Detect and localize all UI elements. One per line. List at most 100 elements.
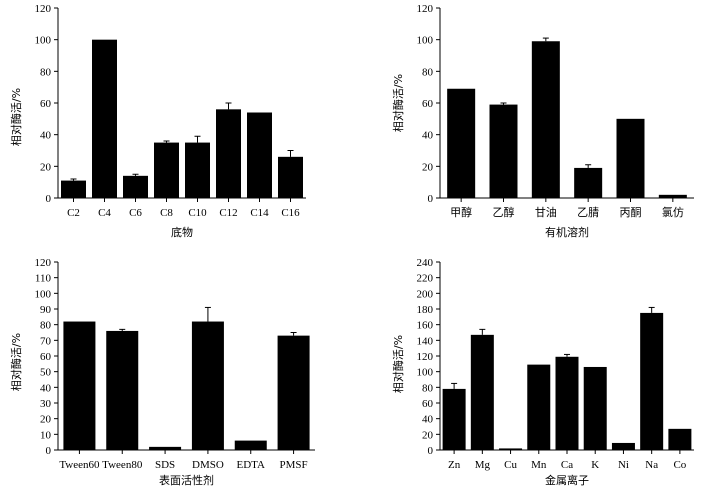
x-tick-label: C14 [250,207,269,219]
x-axis-label: 有机溶剂 [545,225,589,239]
bar [555,356,579,450]
chart-panel-substrate: 相对酶活/% 底物 0 20 40 60 80 100 120 C2 C4 C6 C8 C10 C12 C… [9,3,306,239]
bar [499,448,523,450]
y-tick-label: 60 [422,398,434,410]
y-tick-label: 80 [40,320,52,332]
x-tick-label: PMSF [280,459,308,471]
y-axis-label: 相对酶活/% [9,88,23,146]
chart-panel-surfactant: 相对酶活/% 表面活性剂 0 10 20 30 40 50 60 70 80 90 100 110 12… [9,257,315,487]
y-tick-label: 80 [40,66,52,78]
x-axis-label: 底物 [171,225,193,239]
y-axis-label: 相对酶活/% [9,333,23,391]
y-tick-label: 20 [422,161,434,173]
x-tick-label: K [591,459,599,471]
y-tick-label: 0 [428,445,434,457]
y-tick-label: 60 [40,351,52,363]
y-tick-label: 120 [35,257,52,269]
bar [611,442,635,450]
x-tick-label: C4 [98,207,111,219]
x-tick-label: C12 [219,207,237,219]
bar [92,39,117,198]
y-tick-label: 80 [422,66,434,78]
bar [658,194,687,198]
y-tick-label: 100 [35,288,52,300]
bar [616,118,645,198]
bar [489,104,518,198]
bar [531,41,560,198]
y-axis-label: 相对酶活/% [391,74,405,132]
bar [191,321,224,450]
y-axis-label: 相对酶活/% [391,335,405,393]
y-tick-label: 140 [417,335,434,347]
x-tick-label: Ni [618,459,629,471]
y-tick-label: 40 [40,382,52,394]
bar [106,330,139,450]
y-tick-label: 120 [417,3,434,15]
x-tick-label: 氯仿 [662,205,684,219]
bar [470,334,494,450]
x-tick-label: SDS [155,459,175,471]
y-tick-label: 20 [40,161,52,173]
bar [185,142,210,198]
bar [447,88,476,198]
x-tick-label: 乙醇 [493,205,515,219]
bar [216,109,241,198]
y-tick-label: 110 [35,273,52,285]
x-tick-label: Mn [531,459,547,471]
bar [154,142,179,198]
x-tick-label: Ca [561,459,573,471]
bar [278,156,303,198]
y-tick-label: 220 [417,273,434,285]
y-tick-label: 120 [417,351,434,363]
y-tick-label: 40 [422,130,434,142]
y-tick-label: 100 [417,367,434,379]
x-tick-label: DMSO [192,459,224,471]
bar [234,440,267,450]
x-tick-label: C6 [129,207,142,219]
y-tick-label: 50 [40,367,52,379]
x-tick-label: C8 [160,207,173,219]
x-tick-label: Tween80 [102,459,143,471]
x-axis-label: 金属离子 [545,473,589,487]
x-tick-label: Na [645,459,658,471]
y-tick-label: 100 [35,35,52,47]
y-tick-label: 70 [40,335,52,347]
x-tick-label: 乙腈 [577,206,599,219]
x-tick-label: Cu [504,459,517,471]
bar [149,446,182,450]
x-tick-label: EDTA [237,459,266,471]
y-tick-label: 80 [422,382,434,394]
y-tick-label: 10 [40,429,52,441]
x-tick-label: Co [673,459,686,471]
y-tick-label: 20 [40,414,52,426]
x-tick-label: Tween60 [59,459,100,471]
bar [574,167,603,198]
x-tick-label: C2 [67,207,80,219]
bar [247,112,272,198]
x-tick-label: 甘油 [535,205,557,219]
y-tick-label: 20 [422,429,434,441]
bar [527,364,551,450]
bar [668,428,692,450]
x-tick-label: Mg [475,459,491,471]
x-tick-label: C10 [188,207,207,219]
y-tick-label: 0 [46,193,52,205]
y-tick-label: 30 [40,398,52,410]
x-tick-label: C16 [281,207,300,219]
bar [61,180,86,198]
bar [277,335,310,450]
x-axis-label: 表面活性剂 [159,473,214,487]
chart-panel-organic-solvent: 相对酶活/% 有机溶剂 0 20 40 60 80 100 120 甲醇 乙醇 甘油 乙腈 丙酮 氯仿 [391,3,694,239]
y-tick-label: 180 [417,304,434,316]
bar [123,175,148,198]
bar [442,388,466,450]
chart-panel-metal-ion: 相对酶活/% 金属离子 0 20 40 60 80 100 120 140 160 180 200 2… [391,257,694,487]
x-tick-label: Zn [448,459,461,471]
y-tick-label: 160 [417,320,434,332]
y-tick-label: 0 [428,193,434,205]
y-tick-label: 100 [417,35,434,47]
y-tick-label: 40 [40,130,52,142]
bar [640,312,664,450]
y-tick-label: 240 [417,257,434,269]
